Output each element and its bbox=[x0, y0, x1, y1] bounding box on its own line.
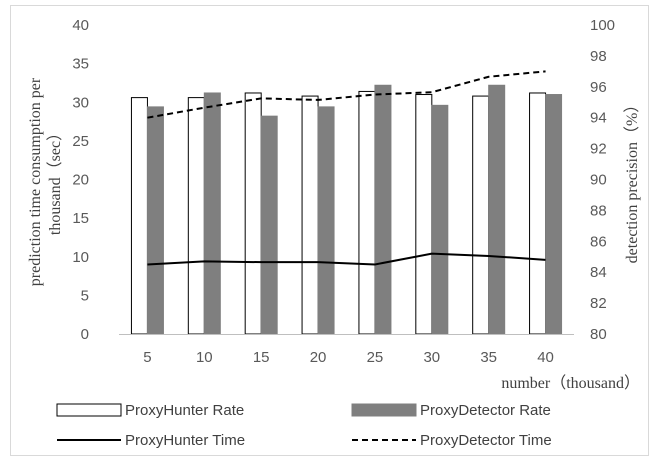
proxyhunter-rate-bar-10 bbox=[187, 97, 205, 335]
left-axis-title-line-1: prediction time consumption per bbox=[27, 77, 44, 286]
x-tick-label: 30 bbox=[423, 349, 440, 366]
right-tick-label: 96 bbox=[590, 79, 607, 96]
proxydetector-rate-bar-5 bbox=[146, 106, 164, 335]
proxydetector-rate-bar-10 bbox=[203, 92, 221, 335]
proxyhunter-rate-bar-5 bbox=[130, 97, 148, 335]
left-tick-label: 25 bbox=[72, 133, 89, 150]
line-layer bbox=[147, 70, 546, 266]
right-axis-title: detection precision（%） bbox=[623, 97, 641, 264]
left-tick-label: 0 bbox=[81, 326, 89, 343]
proxydetector-rate-bar-35 bbox=[488, 84, 506, 335]
proxyhunter-rate-bar-35 bbox=[472, 95, 490, 335]
left-tick-label: 20 bbox=[72, 172, 89, 189]
x-axis-ticks: 5 10 15 20 25 30 35 40 bbox=[143, 349, 554, 366]
proxydetector-rate-bar-40 bbox=[545, 94, 563, 335]
right-tick-label: 80 bbox=[590, 326, 607, 343]
bar-layer bbox=[130, 84, 563, 335]
x-tick-label: 20 bbox=[310, 349, 327, 366]
left-tick-label: 40 bbox=[72, 17, 89, 34]
legend-label: ProxyDetector Rate bbox=[420, 402, 551, 419]
right-axis-ticks: 80 82 84 86 88 90 92 94 96 98 100 bbox=[590, 17, 615, 343]
legend-swatch bbox=[56, 403, 122, 417]
right-tick-label: 90 bbox=[590, 172, 607, 189]
x-tick-label: 40 bbox=[537, 349, 554, 366]
right-tick-label: 98 bbox=[590, 48, 607, 65]
right-tick-label: 100 bbox=[590, 17, 615, 34]
x-axis-title: number（thousand） bbox=[501, 374, 640, 392]
x-tick-label: 25 bbox=[367, 349, 384, 366]
right-tick-label: 94 bbox=[590, 110, 607, 127]
legend: ProxyHunter Rate ProxyDetector Rate ProxyH… bbox=[56, 402, 552, 449]
left-tick-label: 35 bbox=[72, 56, 89, 73]
legend-label: ProxyHunter Time bbox=[125, 432, 245, 449]
proxydetector-rate-bar-25 bbox=[374, 84, 392, 335]
proxyhunter-rate-bar-40 bbox=[529, 92, 547, 335]
legend-label: ProxyDetector Time bbox=[420, 432, 552, 449]
legend-swatch bbox=[351, 403, 417, 417]
proxyhunter-rate-bar-30 bbox=[415, 94, 433, 335]
chart-border bbox=[10, 5, 649, 456]
right-tick-label: 86 bbox=[590, 233, 607, 250]
proxyhunter-rate-bar-25 bbox=[358, 90, 376, 335]
proxydetector-rate-bar-30 bbox=[431, 104, 449, 335]
left-tick-label: 30 bbox=[72, 94, 89, 111]
x-tick-label: 15 bbox=[253, 349, 270, 366]
proxyhunter-rate-bar-15 bbox=[244, 92, 262, 335]
x-tick-label: 5 bbox=[143, 349, 151, 366]
proxydetector-time-line bbox=[147, 70, 546, 119]
left-tick-label: 15 bbox=[72, 210, 89, 227]
right-tick-label: 92 bbox=[590, 141, 607, 158]
x-tick-label: 10 bbox=[196, 349, 213, 366]
legend-label: ProxyHunter Rate bbox=[125, 402, 244, 419]
right-tick-label: 88 bbox=[590, 202, 607, 219]
left-tick-label: 5 bbox=[81, 287, 89, 304]
left-axis-title-line-2: thousand（sec） bbox=[46, 125, 64, 235]
x-tick-label: 35 bbox=[480, 349, 497, 366]
proxydetector-rate-bar-20 bbox=[317, 106, 335, 335]
proxyhunter-rate-bar-20 bbox=[301, 95, 319, 335]
left-axis-title: prediction time consumption per thousand… bbox=[27, 74, 64, 286]
right-tick-label: 82 bbox=[590, 295, 607, 312]
proxyhunter-time-line bbox=[147, 252, 546, 266]
proxydetector-rate-bar-15 bbox=[260, 115, 278, 335]
right-tick-label: 84 bbox=[590, 264, 607, 281]
left-tick-label: 10 bbox=[72, 249, 89, 266]
left-axis-ticks: 0 5 10 15 20 25 30 35 40 bbox=[72, 17, 89, 343]
